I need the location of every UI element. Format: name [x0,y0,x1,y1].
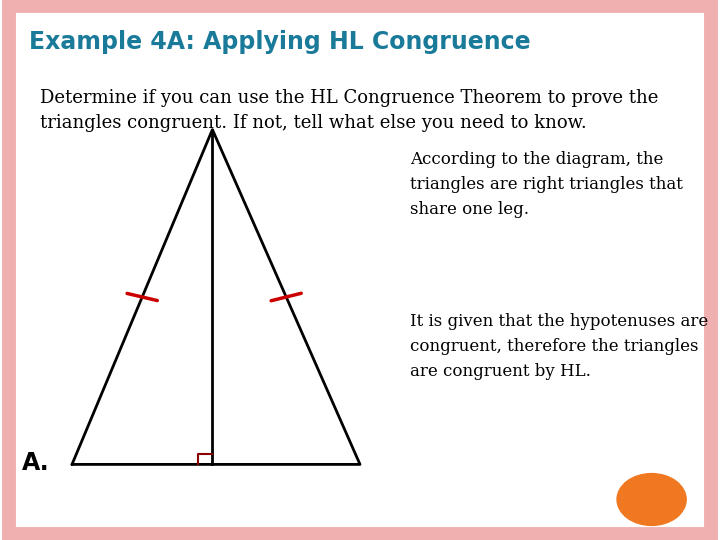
Text: A.: A. [22,451,49,475]
Text: According to the diagram, the
triangles are right triangles that
share one leg.: According to the diagram, the triangles … [410,151,683,218]
Text: It is given that the hypotenuses are
congruent, therefore the triangles
are cong: It is given that the hypotenuses are con… [410,313,708,380]
Text: Example 4A: Applying HL Congruence: Example 4A: Applying HL Congruence [29,30,531,53]
Text: Determine if you can use the HL Congruence Theorem to prove the
triangles congru: Determine if you can use the HL Congruen… [40,89,658,132]
Circle shape [617,474,686,525]
